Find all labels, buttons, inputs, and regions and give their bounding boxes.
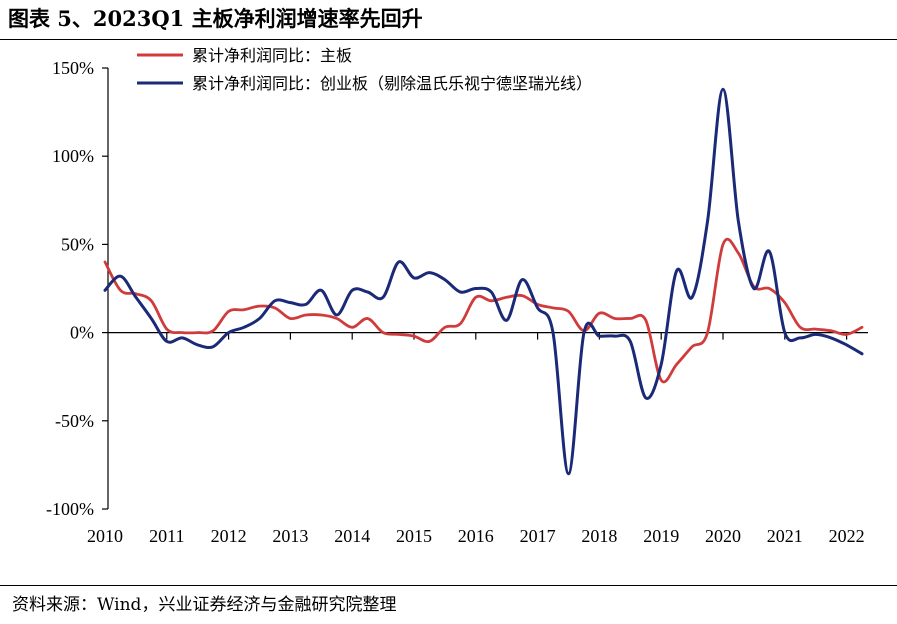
- y-tick-label: 100%: [52, 146, 94, 166]
- x-tick-label: 2013: [272, 526, 308, 546]
- line-chart: 150% 100% 50% 0% -50% -100% 2010 2011 2012 2013 20…: [46, 46, 868, 546]
- x-tick-label: 2015: [396, 526, 432, 546]
- x-tick-label: 2019: [643, 526, 679, 546]
- x-tick-label: 2010: [87, 526, 123, 546]
- series-line-2: [103, 87, 864, 476]
- x-tick-label: 2011: [149, 526, 184, 546]
- series-line-1: [103, 237, 864, 384]
- y-tick-label: 0%: [70, 323, 94, 343]
- source-note: 资料来源：Wind，兴业证券经济与金融研究院整理: [12, 595, 397, 615]
- x-tick-label: 2022: [829, 526, 865, 546]
- y-tick-label: 150%: [52, 58, 94, 78]
- x-tick-label: 2021: [767, 526, 803, 546]
- bottom-rule: [0, 585, 897, 586]
- x-tick-label: 2020: [705, 526, 741, 546]
- top-rule: [0, 39, 897, 40]
- x-tick-label: 2016: [458, 526, 494, 546]
- figure-title: 图表 5、2023Q1 主板净利润增速率先回升: [8, 6, 423, 31]
- legend-label-1: 累计净利润同比：主板: [192, 46, 352, 65]
- x-tick-label: 2018: [581, 526, 617, 546]
- x-tick-label: 2014: [334, 526, 370, 546]
- y-tick-label: -100%: [46, 499, 94, 519]
- x-tick-label: 2012: [211, 526, 247, 546]
- legend-label-2: 累计净利润同比：创业板（剔除温氏乐视宁德坚瑞光线）: [192, 74, 592, 93]
- y-tick-label: 50%: [61, 234, 94, 254]
- x-tick-label: 2017: [520, 526, 556, 546]
- y-tick-label: -50%: [55, 411, 94, 431]
